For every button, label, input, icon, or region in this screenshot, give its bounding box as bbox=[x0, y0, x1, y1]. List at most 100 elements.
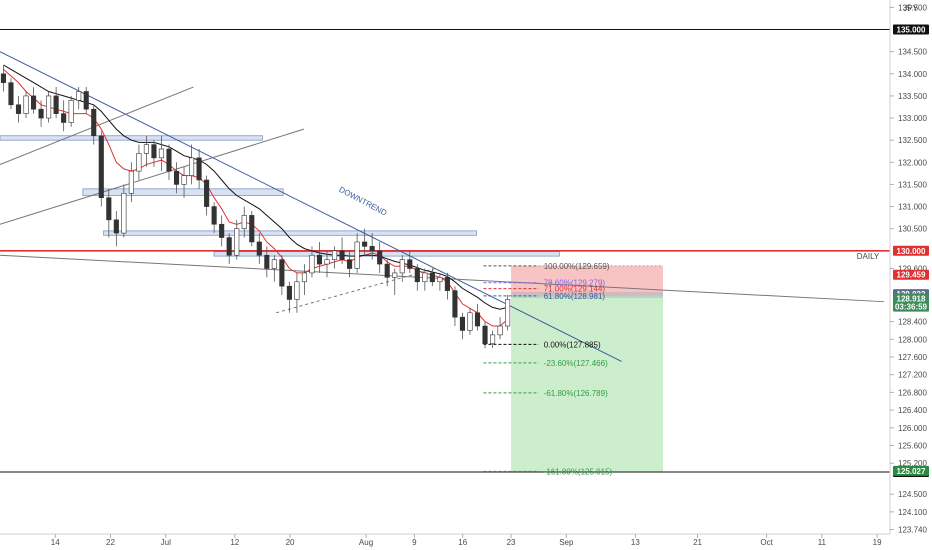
price-tick-label: 123.740 bbox=[898, 526, 927, 535]
trendline bbox=[0, 128, 305, 225]
time-tick-label: 23 bbox=[507, 538, 516, 547]
fibonacci-extension[interactable]: 100.00%(129.659) 78.60%(129.279)71.00%(12… bbox=[483, 262, 663, 476]
candle-body bbox=[61, 113, 67, 123]
support-zone bbox=[103, 230, 477, 236]
time-axis[interactable]: 14 22 Jul 12 20 Aug 9 16 23 Sep 13 21 Oct 11 19 bbox=[0, 533, 890, 547]
price-tag-label: 128.918 bbox=[897, 295, 926, 304]
fib-level-label: 61.80%(128.981) bbox=[544, 292, 606, 301]
candle-body bbox=[324, 259, 330, 265]
price-tag bbox=[893, 245, 929, 256]
candle-body bbox=[392, 272, 398, 278]
price-tag-label: 130.000 bbox=[897, 247, 926, 256]
downtrend-line bbox=[0, 51, 622, 362]
candle-body bbox=[429, 272, 435, 283]
fib-level-label: 100.00%(129.659) bbox=[544, 262, 610, 271]
candle-body bbox=[211, 206, 217, 225]
support-zone bbox=[0, 135, 263, 141]
candle-body bbox=[362, 241, 368, 247]
price-tag bbox=[893, 269, 929, 280]
price-tick-label: 130.500 bbox=[898, 225, 927, 234]
candle-body bbox=[158, 148, 165, 159]
fib-level-label: 78.60%(129.279) bbox=[544, 279, 606, 288]
price-tick-label: 124.500 bbox=[898, 490, 927, 499]
price-tick-label: 125.600 bbox=[898, 442, 927, 451]
price-tick-label: 135.500 bbox=[898, 3, 927, 12]
price-tag-label: 129.459 bbox=[897, 271, 926, 280]
time-tick-label: Sep bbox=[559, 538, 574, 547]
level-note-daily: DAILY bbox=[857, 252, 880, 261]
price-tick-label: 131.500 bbox=[898, 180, 927, 189]
candle-body bbox=[377, 250, 383, 265]
candle-body bbox=[143, 144, 149, 154]
candle-body bbox=[279, 259, 285, 287]
price-tick-label: 128.000 bbox=[898, 335, 927, 344]
price-tick-label: 124.100 bbox=[898, 508, 927, 517]
candle-body bbox=[219, 223, 225, 238]
candle-body bbox=[15, 104, 22, 114]
candle-body bbox=[121, 192, 127, 234]
time-tick-label: Oct bbox=[760, 538, 773, 547]
price-axis[interactable]: 135.500 134.500 134.000 133.500 133.000 132.5… bbox=[889, 0, 927, 535]
candle-body bbox=[331, 250, 338, 260]
time-tick-label: 22 bbox=[106, 538, 115, 547]
candle-body bbox=[316, 254, 323, 265]
price-tick-label: 132.000 bbox=[898, 158, 927, 167]
fib-level-label: 0.00%(127.885) bbox=[544, 340, 601, 349]
candle-body bbox=[204, 179, 210, 207]
time-tick-label: 14 bbox=[51, 538, 60, 547]
price-tick-label: 134.000 bbox=[898, 70, 927, 79]
candle-body bbox=[354, 241, 360, 269]
entry-band bbox=[511, 291, 663, 298]
price-tag-label: 125.027 bbox=[897, 467, 926, 476]
candle-body bbox=[256, 241, 262, 256]
candle-body bbox=[301, 272, 307, 283]
price-tag bbox=[893, 293, 929, 312]
candle-body bbox=[23, 95, 29, 114]
candle-body bbox=[452, 290, 458, 318]
short-position-tool[interactable] bbox=[511, 265, 663, 472]
time-tick-label: Aug bbox=[359, 538, 373, 547]
candle-body bbox=[241, 215, 247, 229]
trendline bbox=[0, 86, 194, 165]
candle-body bbox=[0, 73, 7, 83]
fib-level-label: -61.80%(126.789) bbox=[544, 389, 608, 398]
candle-body bbox=[8, 82, 14, 106]
time-tick-label: 12 bbox=[230, 538, 239, 547]
candle-body bbox=[414, 268, 420, 283]
moving-average-line bbox=[3, 69, 508, 327]
candle-body bbox=[91, 108, 97, 137]
trendlines[interactable] bbox=[0, 51, 885, 362]
price-tag bbox=[893, 465, 929, 476]
time-tick-label: 19 bbox=[873, 538, 882, 547]
stop-loss-zone bbox=[511, 265, 663, 296]
time-tick-label: 11 bbox=[818, 538, 827, 547]
candle-body bbox=[46, 95, 52, 119]
support-zones[interactable] bbox=[0, 135, 560, 257]
candle-body bbox=[166, 148, 172, 172]
price-tick-label: 125.200 bbox=[898, 459, 927, 468]
currency-label: JPY bbox=[903, 4, 918, 13]
price-tick-label: 126.800 bbox=[898, 388, 927, 397]
candle-body bbox=[173, 170, 180, 185]
candle-body bbox=[53, 95, 59, 114]
candle-body bbox=[76, 91, 82, 101]
price-tick-label: 132.500 bbox=[898, 136, 927, 145]
candle-body bbox=[271, 259, 277, 269]
candle-body bbox=[444, 277, 450, 291]
candle-body bbox=[294, 281, 300, 300]
price-tick-label: 131.000 bbox=[898, 203, 927, 212]
price-tag-countdown: 03:36:59 bbox=[895, 303, 928, 312]
price-tick-label: 127.600 bbox=[898, 353, 927, 362]
candle-body bbox=[286, 285, 292, 300]
candle-body bbox=[98, 135, 104, 199]
candle-body bbox=[422, 272, 428, 283]
price-tick-label: 126.000 bbox=[898, 424, 927, 433]
candle-body bbox=[264, 254, 270, 269]
price-tick-label: 134.500 bbox=[898, 48, 927, 57]
horizontal-levels[interactable]: DAILY bbox=[0, 29, 890, 473]
candle-body bbox=[113, 219, 119, 234]
price-tick-label: 129.600 bbox=[898, 265, 927, 274]
time-tick-label: 9 bbox=[412, 538, 417, 547]
